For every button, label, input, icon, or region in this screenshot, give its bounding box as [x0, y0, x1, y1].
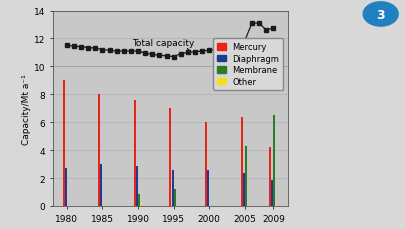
Bar [136, 166, 138, 206]
Text: Total capacity: Total capacity [132, 39, 194, 53]
Bar [269, 148, 271, 206]
Bar [275, 205, 277, 206]
Bar [205, 123, 207, 206]
Text: 3: 3 [376, 9, 385, 22]
Bar [104, 205, 107, 206]
Y-axis label: Capacity/Mt a⁻¹: Capacity/Mt a⁻¹ [22, 74, 31, 144]
Bar [241, 117, 243, 206]
Circle shape [363, 3, 398, 27]
Bar [134, 101, 136, 206]
Bar [65, 169, 67, 206]
Bar [273, 116, 275, 206]
Bar [174, 189, 176, 206]
Bar [271, 180, 273, 206]
Bar [63, 81, 65, 206]
Bar [140, 203, 142, 206]
Bar [172, 170, 174, 206]
Bar [138, 194, 140, 206]
Bar [245, 146, 247, 206]
Bar [98, 95, 100, 206]
Legend: Mercury, Diaphragm, Membrane, Other: Mercury, Diaphragm, Membrane, Other [213, 39, 284, 90]
Bar [207, 171, 209, 206]
Bar [169, 109, 171, 206]
Bar [243, 173, 245, 206]
Bar [100, 164, 102, 206]
